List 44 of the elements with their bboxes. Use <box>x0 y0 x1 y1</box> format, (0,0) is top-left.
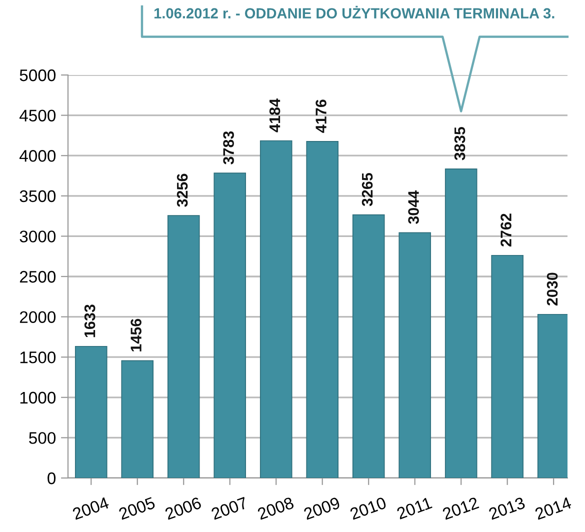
data-label: 1633 <box>84 304 96 338</box>
data-label: 3044 <box>408 190 419 224</box>
y-tick-label: 500 <box>29 432 56 444</box>
y-tick-label: 1000 <box>20 392 56 404</box>
data-label: 1456 <box>130 318 142 352</box>
data-label: 2762 <box>500 214 512 247</box>
y-tick-label: 5000 <box>20 69 56 82</box>
text: 1.06.2012 r. - ODDANIE DO UŻYTKOWANIA TERMINALA 3. <box>154 6 554 18</box>
bar <box>444 168 478 478</box>
y-tick-label: 1500 <box>20 352 56 364</box>
x-tick-label: 2013 <box>488 496 526 520</box>
data-label: 2030 <box>546 272 558 306</box>
bar <box>214 172 246 478</box>
data-label: 3783 <box>223 131 234 164</box>
y-tick-label: 3000 <box>20 230 56 242</box>
data-label: 3256 <box>176 174 188 207</box>
data-label: 3835 <box>454 127 466 160</box>
bar <box>306 140 338 478</box>
bar <box>260 140 292 478</box>
x-tick-label: 2004 <box>72 496 110 520</box>
bar <box>167 215 200 478</box>
y-tick-label: 4500 <box>20 110 56 122</box>
data-label: 3265 <box>362 172 373 206</box>
y-tick-label: 2000 <box>20 311 56 324</box>
y-tick-label: 3500 <box>20 190 56 202</box>
bar <box>74 346 108 478</box>
x-tick-label: 2010 <box>349 496 387 520</box>
bar <box>491 254 524 478</box>
y-tick-label: 2500 <box>20 270 56 283</box>
y-tick-label: 4000 <box>20 150 56 162</box>
bar <box>121 360 154 478</box>
data-label: 4184 <box>269 98 280 132</box>
x-tick-label: 2006 <box>164 496 202 520</box>
y-tick-label: 0 <box>48 472 56 484</box>
bar <box>398 232 431 478</box>
x-tick-label: 2014 <box>534 496 572 520</box>
bar <box>352 214 385 478</box>
x-tick-label: 2011 <box>396 496 432 520</box>
x-tick-label: 2007 <box>210 496 248 520</box>
x-tick-label: 2008 <box>256 496 294 520</box>
data-label: 4176 <box>316 100 326 133</box>
x-tick-label: 2009 <box>303 496 341 520</box>
x-tick-label: 2005 <box>118 496 156 520</box>
x-tick-label: 2012 <box>442 496 480 520</box>
